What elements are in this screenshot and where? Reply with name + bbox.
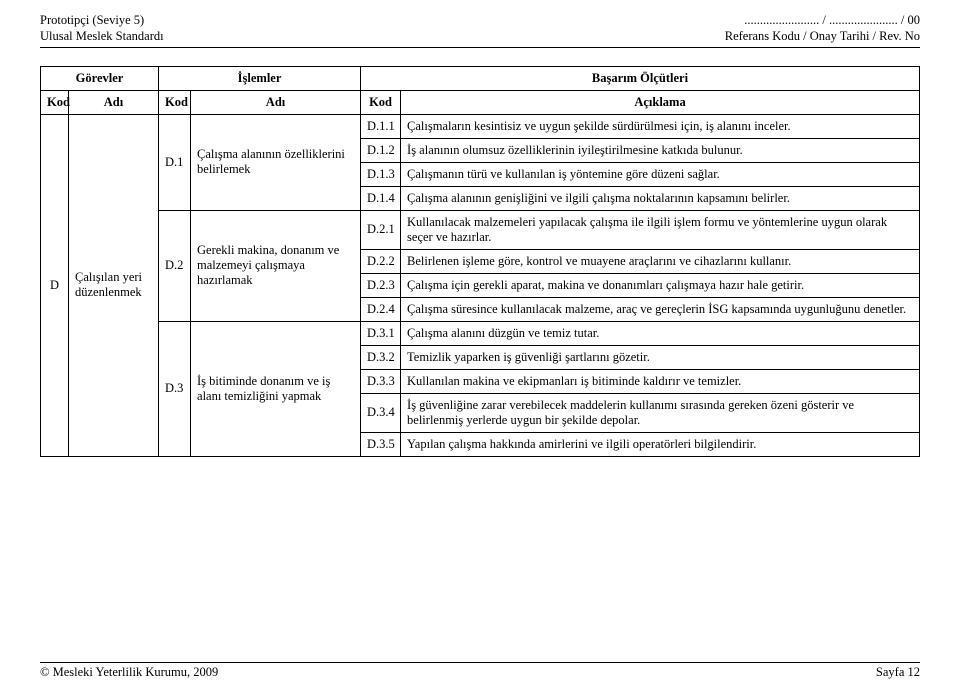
crit-kod: D.2.4: [361, 297, 401, 321]
criteria-table: Görevler İşlemler Başarım Ölçütleri Kod …: [40, 66, 920, 457]
crit-kod: D.3.2: [361, 345, 401, 369]
op-adi: İş bitiminde donanım ve iş alanı temizli…: [191, 321, 361, 456]
crit-text: Kullanılan makina ve ekipmanları iş biti…: [401, 369, 920, 393]
footer-right: Sayfa 12: [876, 665, 920, 680]
crit-kod: D.1.4: [361, 186, 401, 210]
header-gorevler: Görevler: [41, 66, 159, 90]
crit-text: Çalışmanın türü ve kullanılan iş yöntemi…: [401, 162, 920, 186]
crit-kod: D.1.1: [361, 114, 401, 138]
op-kod: D.1: [159, 114, 191, 210]
crit-text: Çalışma için gerekli aparat, makina ve d…: [401, 273, 920, 297]
op-adi: Çalışma alanının özelliklerini belirleme…: [191, 114, 361, 210]
crit-text: Yapılan çalışma hakkında amirlerini ve i…: [401, 432, 920, 456]
crit-kod: D.2.3: [361, 273, 401, 297]
header-left-line1: Prototipçi (Seviye 5): [40, 12, 164, 28]
crit-text: Çalışma alanını düzgün ve temiz tutar.: [401, 321, 920, 345]
crit-kod: D.1.3: [361, 162, 401, 186]
header-left-line2: Ulusal Meslek Standardı: [40, 28, 164, 44]
header-right: ........................ / .............…: [725, 12, 920, 45]
header-adi: Adı: [69, 90, 159, 114]
crit-text: İş güvenliğine zarar verebilecek maddele…: [401, 393, 920, 432]
task-adi: Çalışılan yeri düzenlenmek: [69, 114, 159, 456]
crit-text: Belirlenen işleme göre, kontrol ve muaye…: [401, 249, 920, 273]
op-kod: D.3: [159, 321, 191, 456]
header-right-line1: ........................ / .............…: [725, 12, 920, 28]
crit-kod: D.2.2: [361, 249, 401, 273]
page-footer: © Mesleki Yeterlilik Kurumu, 2009 Sayfa …: [40, 662, 920, 680]
header-adi: Adı: [191, 90, 361, 114]
table-row: D.3 İş bitiminde donanım ve iş alanı tem…: [41, 321, 920, 345]
header-aciklama: Açıklama: [401, 90, 920, 114]
header-basarim: Başarım Ölçütleri: [361, 66, 920, 90]
header-kod: Kod: [361, 90, 401, 114]
crit-text: İş alanının olumsuz özelliklerinin iyile…: [401, 138, 920, 162]
crit-kod: D.2.1: [361, 210, 401, 249]
header-right-line2: Referans Kodu / Onay Tarihi / Rev. No: [725, 28, 920, 44]
crit-text: Kullanılacak malzemeleri yapılacak çalış…: [401, 210, 920, 249]
crit-text: Çalışma alanının genişliğini ve ilgili ç…: [401, 186, 920, 210]
crit-kod: D.1.2: [361, 138, 401, 162]
header-islemler: İşlemler: [159, 66, 361, 90]
table-row: D Çalışılan yeri düzenlenmek D.1 Çalışma…: [41, 114, 920, 138]
crit-kod: D.3.4: [361, 393, 401, 432]
table-row: Görevler İşlemler Başarım Ölçütleri: [41, 66, 920, 90]
header-kod: Kod: [41, 90, 69, 114]
crit-text: Temizlik yaparken iş güvenliği şartların…: [401, 345, 920, 369]
op-kod: D.2: [159, 210, 191, 321]
task-kod: D: [41, 114, 69, 456]
table-row: D.2 Gerekli makina, donanım ve malzemeyi…: [41, 210, 920, 249]
crit-text: Çalışmaların kesintisiz ve uygun şekilde…: [401, 114, 920, 138]
header-left: Prototipçi (Seviye 5) Ulusal Meslek Stan…: [40, 12, 164, 45]
op-adi: Gerekli makina, donanım ve malzemeyi çal…: [191, 210, 361, 321]
footer-left: © Mesleki Yeterlilik Kurumu, 2009: [40, 665, 218, 680]
crit-kod: D.3.3: [361, 369, 401, 393]
crit-kod: D.3.5: [361, 432, 401, 456]
crit-kod: D.3.1: [361, 321, 401, 345]
crit-text: Çalışma süresince kullanılacak malzeme, …: [401, 297, 920, 321]
page-header: Prototipçi (Seviye 5) Ulusal Meslek Stan…: [40, 12, 920, 48]
table-row: Kod Adı Kod Adı Kod Açıklama: [41, 90, 920, 114]
header-kod: Kod: [159, 90, 191, 114]
